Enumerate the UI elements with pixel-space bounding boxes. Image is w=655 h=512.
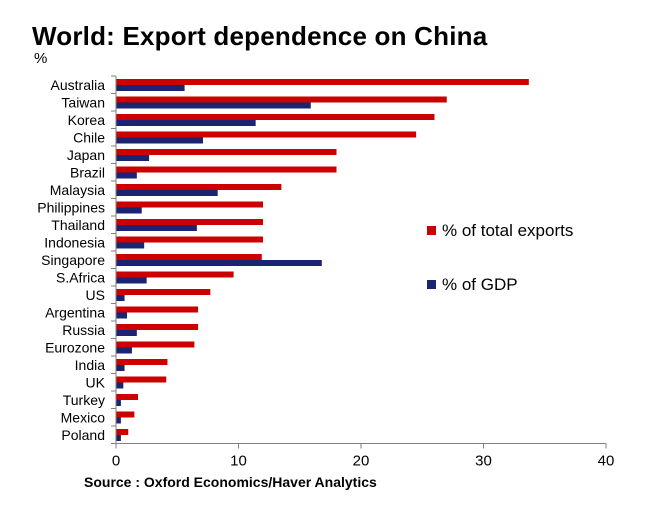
bar-exports [116,219,263,225]
bar-exports [116,394,139,400]
category-label: Eurozone [45,339,105,355]
bar-gdp [116,382,124,389]
x-tick-label: 0 [112,453,120,470]
x-tick-labels: 0 10 20 30 40 [112,453,615,470]
bar-gdp [116,400,121,406]
bar-exports [116,79,529,85]
bar-gdp [116,312,128,319]
bar-gdp [116,102,311,109]
bar-gdp [116,172,137,179]
legend-swatch-exports [427,226,436,235]
bars-group [116,79,529,441]
bar-exports [116,306,199,313]
bar-exports [116,149,337,155]
category-label: Mexico [61,409,106,425]
category-label: India [75,357,106,373]
bar-gdp [116,260,322,266]
category-label: Korea [68,112,106,128]
x-tick-label: 20 [353,453,370,470]
x-tick-label: 30 [475,453,492,470]
category-label: Russia [62,322,105,338]
category-label: Thailand [51,217,105,233]
chart-title: World: Export dependence on China [32,21,488,51]
bar-exports [116,341,195,348]
bar-gdp [116,417,121,424]
bar-gdp [116,365,125,371]
category-label: Indonesia [44,234,105,250]
bar-exports [116,376,167,383]
category-label: S.Africa [56,269,105,285]
category-label: Brazil [70,164,105,180]
bar-exports [116,411,135,418]
bar-exports [116,131,417,138]
bar-exports [116,236,263,243]
bar-exports [116,114,435,120]
category-label: Taiwan [61,94,105,110]
legend-label-gdp: % of GDP [442,275,518,294]
bar-exports [116,289,211,295]
bar-gdp [116,277,147,284]
legend-swatch-gdp [427,280,436,289]
bar-gdp [116,435,121,441]
bar-gdp [116,120,256,126]
category-label: Malaysia [50,182,105,198]
legend-label-exports: % of total exports [442,221,573,240]
category-label: UK [86,374,106,390]
category-label: Singapore [41,252,105,268]
bar-gdp [116,330,137,336]
axes-group [111,75,607,449]
source-note: Source : Oxford Economics/Haver Analytic… [84,474,377,490]
x-tick-label: 10 [230,453,247,470]
bar-exports [116,184,282,190]
category-label: Argentina [45,304,105,320]
bar-gdp [116,155,150,161]
bar-exports [116,254,262,260]
bar-gdp [116,347,132,354]
bar-gdp [116,190,218,196]
category-label: US [86,287,105,303]
bar-gdp [116,242,145,249]
bar-gdp [116,295,125,301]
bar-exports [116,166,337,173]
bar-exports [116,201,263,208]
bar-exports [116,271,234,278]
bar-gdp [116,225,197,231]
category-label: Japan [67,147,105,163]
bar-gdp [116,85,185,91]
category-label: Poland [61,427,105,443]
bar-exports [116,96,447,103]
bar-exports [116,429,129,435]
x-tick-label: 40 [598,453,615,470]
category-label: Chile [73,129,105,145]
legend: % of total exports % of GDP [427,221,573,294]
bar-exports [116,324,199,330]
unit-label: % [34,50,48,67]
category-label: Philippines [37,199,105,215]
bar-exports [116,359,168,365]
bar-gdp [116,137,203,144]
category-label: Turkey [63,392,105,408]
bar-gdp [116,207,142,214]
category-label: Australia [51,77,106,93]
